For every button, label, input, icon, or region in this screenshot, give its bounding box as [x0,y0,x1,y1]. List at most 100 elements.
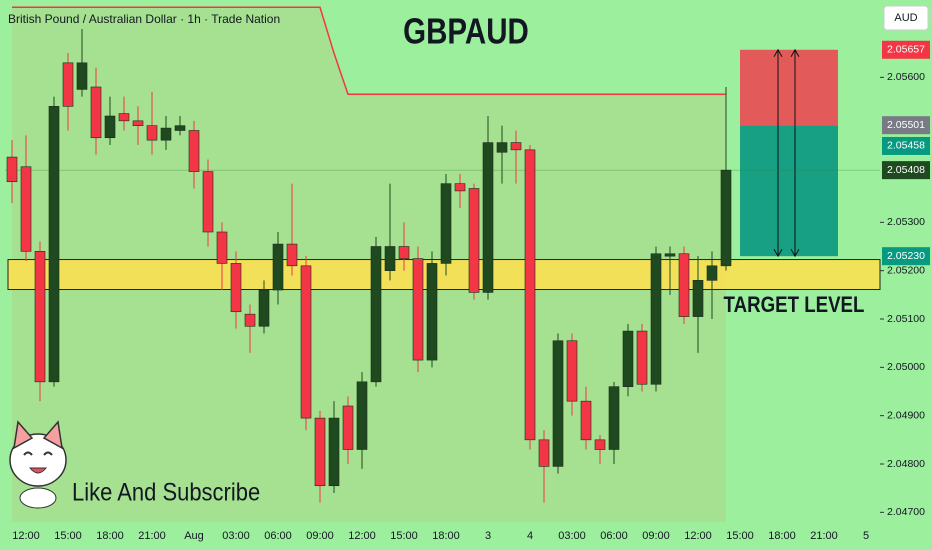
candle-body [566,340,578,402]
candle-body [300,265,312,419]
currency-box [883,5,929,31]
currency: AUD [894,12,917,24]
zone [7,259,881,291]
price-label-box [882,116,930,135]
y-tick-label: 2.04900 [887,409,925,421]
x-tick-label: 03:00 [222,530,250,542]
candle-body [118,113,130,122]
candle-body [706,265,718,281]
x-tick-label: 06:00 [600,530,628,542]
candle-body [328,417,340,487]
x-tick-label: 09:00 [306,530,334,542]
candle-body [104,115,116,139]
annotation: Like And Subscribe [72,478,260,506]
candle-body [426,263,438,361]
chart-subtitle: British Pound / Australian Dollar · 1h ·… [8,12,280,26]
candle-body [62,62,74,107]
x-tick-label: 18:00 [96,530,124,542]
chart-title: GBPAUD [403,11,529,51]
y-tick-label: 2.05600 [887,71,925,83]
candle-body [76,62,88,90]
stop-zone [740,49,838,126]
arrow-head [773,48,783,258]
x-tick-label: 21:00 [138,530,166,542]
candle-body [412,258,424,361]
candle-body [608,386,620,450]
candle-body [34,251,46,383]
x-tick-label: 3 [485,530,491,542]
candle-body [90,86,102,139]
candle-body [244,313,256,327]
y-tick-label: 2.04800 [887,458,925,470]
x-tick-label: Aug [184,530,204,542]
candle-body [580,400,592,441]
plot: 12:00 15:00 18:00 21:00 Aug 03:00 06:00 09:00 12… [5,6,930,542]
candle-body [398,246,410,259]
candle-body [314,417,326,487]
candle-body [202,171,214,233]
candle-body [482,142,494,293]
x-tick-label: 03:00 [558,530,586,542]
candle-body [454,183,466,192]
candle-body [468,188,480,293]
x-tick-label: 09:00 [642,530,670,542]
x-tick-label: 5 [863,530,869,542]
candle-body [692,280,704,317]
price-label-box [882,136,930,155]
x-tick-label: 15:00 [390,530,418,542]
candle-body [384,246,396,271]
x-tick-label: 12:00 [12,530,40,542]
candle-body [720,169,732,267]
x-tick-label: 18:00 [768,530,796,542]
x-tick-label: 06:00 [264,530,292,542]
candle-body [146,125,158,141]
candle-body [496,142,508,153]
x-tick-label: 4 [527,530,533,542]
x-tick-label: 21:00 [810,530,838,542]
candle-body [230,263,242,313]
candle-body [510,142,522,151]
x-tick-label: 18:00 [432,530,460,542]
candle-body [440,183,452,264]
candle-body [524,149,536,441]
candle-body [622,330,634,387]
x-tick-label: 15:00 [54,530,82,542]
mascot [9,420,67,509]
candle-body [664,253,676,257]
candle-body [258,289,270,327]
candle-body [160,127,172,141]
candle-body [636,330,648,385]
price-label: 2.05458 [887,140,925,152]
candle-body [272,243,284,291]
candle-body [286,243,298,267]
x-tick-label: 12:00 [348,530,376,542]
y-tick-label: 2.05300 [887,216,925,228]
price-label: 2.05657 [887,44,925,56]
candle-body [552,340,564,467]
candle-body [538,439,550,467]
candle-body [356,381,368,450]
candle-body [188,130,200,172]
price-label: 2.05230 [887,250,925,262]
candle-body [650,253,662,385]
target-zone [740,125,838,257]
candle-body [132,120,144,126]
candle-body [174,125,186,131]
candle-body [342,405,354,450]
price-label-box [882,247,930,266]
arrow-head [790,48,800,258]
candle-body [370,246,382,383]
candle-body [6,156,18,183]
x-tick-label: 12:00 [684,530,712,542]
candle-body [20,166,32,252]
y-tick-label: 2.05100 [887,313,925,325]
zone-label: TARGET LEVEL [724,293,865,317]
price-label: 2.05408 [887,164,925,176]
price-label-box [882,161,930,180]
candle-body [678,253,690,317]
price-label-box [882,40,930,59]
y-tick-label: 2.05200 [887,264,925,276]
price-label: 2.05501 [887,119,925,131]
